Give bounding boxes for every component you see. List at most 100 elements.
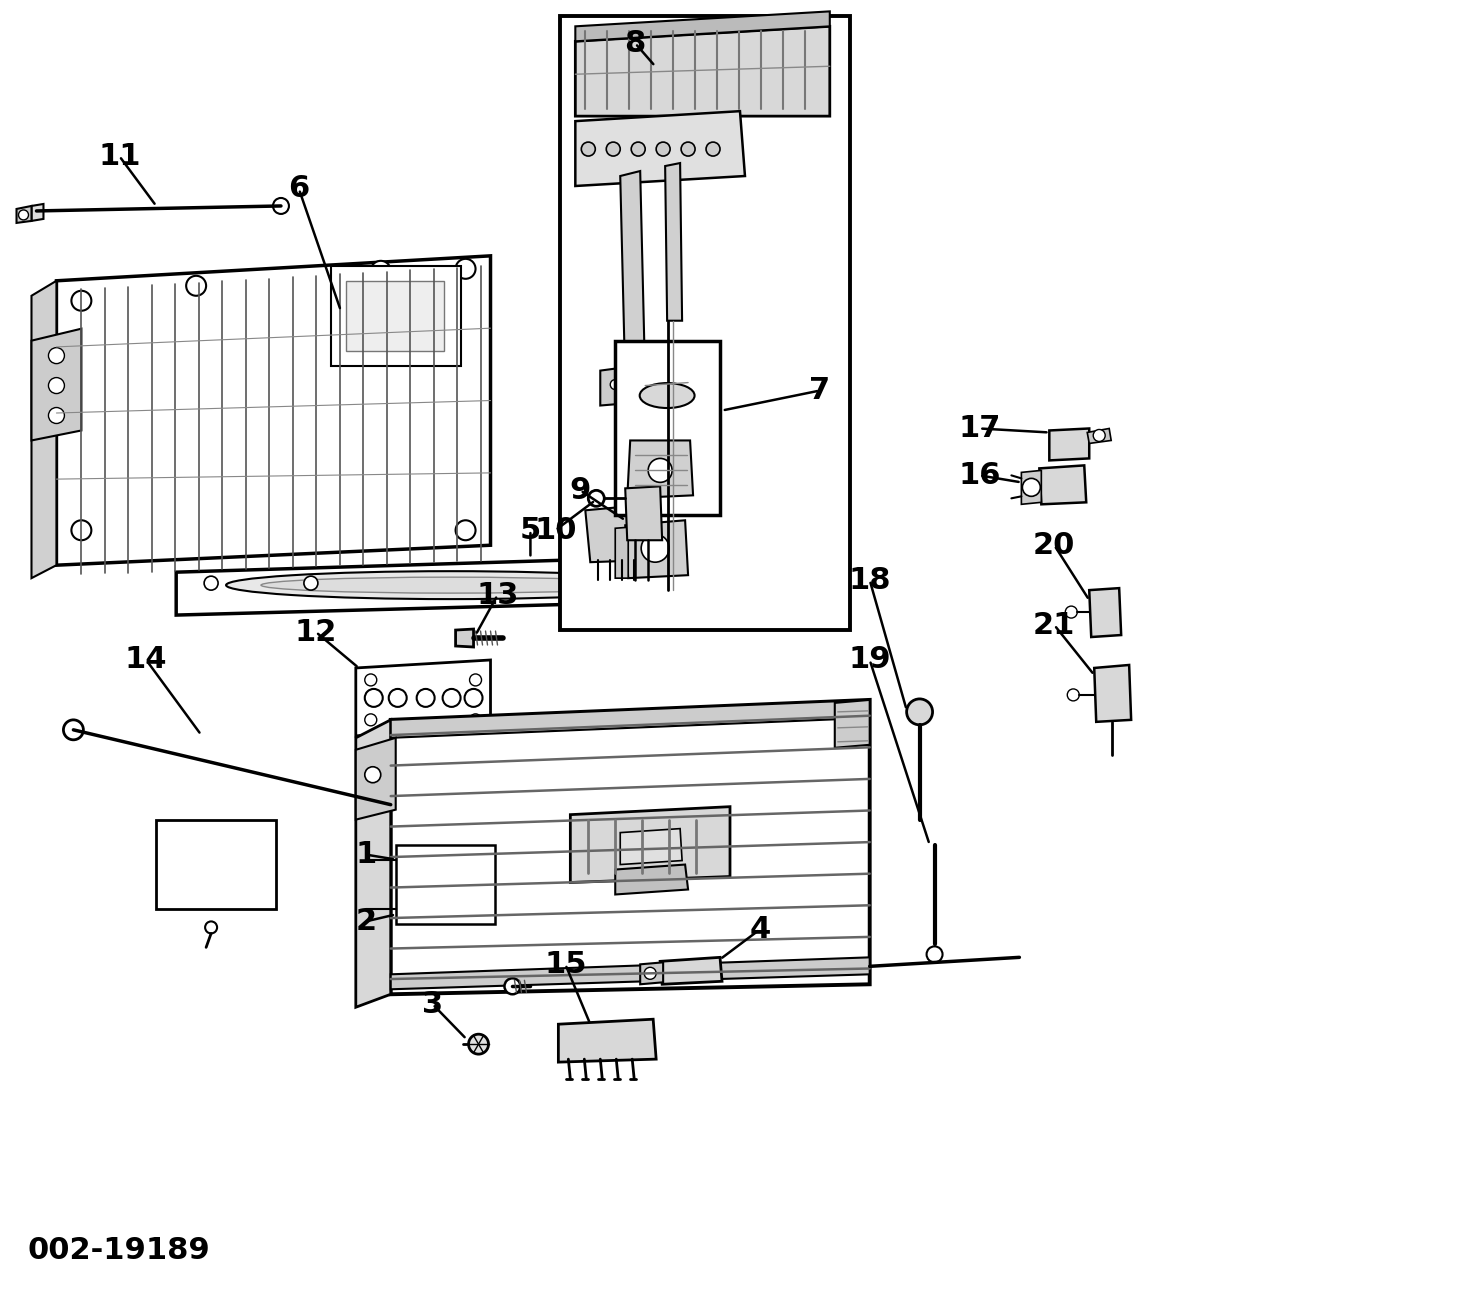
Circle shape — [371, 261, 391, 280]
Circle shape — [584, 576, 597, 591]
Circle shape — [204, 576, 217, 591]
Circle shape — [648, 459, 673, 482]
Circle shape — [468, 1034, 489, 1054]
Polygon shape — [1049, 429, 1090, 460]
Polygon shape — [575, 12, 830, 42]
Circle shape — [643, 379, 654, 390]
Text: 19: 19 — [848, 645, 891, 674]
Circle shape — [581, 142, 595, 156]
Text: 14: 14 — [125, 645, 168, 674]
Polygon shape — [575, 111, 746, 186]
Polygon shape — [32, 280, 57, 578]
Circle shape — [365, 689, 382, 707]
Bar — [346, 280, 444, 351]
Circle shape — [610, 379, 620, 390]
Circle shape — [681, 142, 694, 156]
Bar — [560, 17, 849, 630]
Circle shape — [464, 689, 483, 707]
Circle shape — [417, 689, 435, 707]
Polygon shape — [391, 957, 870, 990]
Text: 12: 12 — [295, 618, 337, 647]
Polygon shape — [1090, 588, 1121, 638]
Circle shape — [505, 978, 521, 994]
Circle shape — [48, 378, 64, 394]
Text: 1: 1 — [355, 840, 376, 868]
Circle shape — [63, 720, 83, 739]
Polygon shape — [455, 629, 474, 647]
Polygon shape — [600, 363, 659, 406]
Polygon shape — [1039, 466, 1087, 505]
Polygon shape — [177, 556, 725, 615]
Circle shape — [48, 348, 64, 364]
Text: 15: 15 — [544, 949, 587, 979]
Bar — [156, 820, 276, 909]
Circle shape — [206, 922, 217, 934]
Circle shape — [388, 689, 407, 707]
Text: 4: 4 — [750, 915, 770, 944]
Circle shape — [470, 674, 481, 686]
Polygon shape — [626, 486, 662, 540]
Polygon shape — [356, 720, 391, 1007]
Polygon shape — [627, 441, 693, 498]
Bar — [395, 845, 496, 925]
Bar — [331, 266, 461, 365]
Circle shape — [657, 142, 670, 156]
Circle shape — [273, 198, 289, 214]
Circle shape — [470, 713, 481, 726]
Circle shape — [303, 576, 318, 591]
Polygon shape — [665, 163, 683, 321]
Text: 7: 7 — [810, 376, 830, 406]
Polygon shape — [575, 26, 830, 116]
Polygon shape — [57, 256, 490, 565]
Text: 17: 17 — [959, 413, 1001, 443]
Circle shape — [906, 699, 932, 725]
Text: 11: 11 — [98, 142, 140, 171]
Circle shape — [926, 947, 943, 962]
Polygon shape — [391, 700, 870, 738]
Circle shape — [455, 258, 476, 279]
Text: 18: 18 — [849, 566, 891, 595]
Polygon shape — [1094, 665, 1131, 722]
Circle shape — [19, 210, 29, 220]
Polygon shape — [356, 660, 490, 735]
Polygon shape — [626, 520, 689, 578]
Polygon shape — [641, 962, 664, 985]
Circle shape — [455, 520, 476, 540]
Text: 9: 9 — [569, 476, 591, 505]
Polygon shape — [570, 807, 730, 883]
Polygon shape — [391, 700, 870, 994]
Circle shape — [1023, 479, 1040, 497]
Circle shape — [365, 713, 376, 726]
Text: 10: 10 — [534, 516, 576, 545]
Text: 2: 2 — [355, 906, 376, 936]
Text: 21: 21 — [1033, 610, 1075, 639]
Circle shape — [673, 576, 687, 591]
Circle shape — [365, 767, 381, 782]
Circle shape — [632, 142, 645, 156]
Circle shape — [1065, 606, 1077, 618]
Circle shape — [630, 379, 641, 390]
Polygon shape — [16, 206, 32, 223]
Polygon shape — [559, 1020, 657, 1063]
Ellipse shape — [261, 578, 641, 593]
Polygon shape — [1087, 429, 1112, 443]
Text: 8: 8 — [624, 29, 646, 57]
Polygon shape — [835, 700, 870, 747]
Polygon shape — [585, 506, 645, 562]
Circle shape — [641, 535, 670, 562]
Polygon shape — [616, 527, 629, 578]
Text: 6: 6 — [289, 175, 309, 203]
Text: 13: 13 — [476, 580, 519, 610]
Circle shape — [645, 968, 657, 979]
Ellipse shape — [639, 383, 694, 408]
Text: 16: 16 — [959, 460, 1001, 490]
Circle shape — [381, 794, 401, 815]
Circle shape — [71, 291, 92, 310]
Circle shape — [187, 276, 206, 296]
Polygon shape — [32, 203, 44, 220]
Polygon shape — [620, 171, 645, 381]
Text: 20: 20 — [1033, 531, 1075, 559]
Polygon shape — [1021, 471, 1042, 505]
Circle shape — [48, 408, 64, 424]
Polygon shape — [32, 329, 82, 441]
